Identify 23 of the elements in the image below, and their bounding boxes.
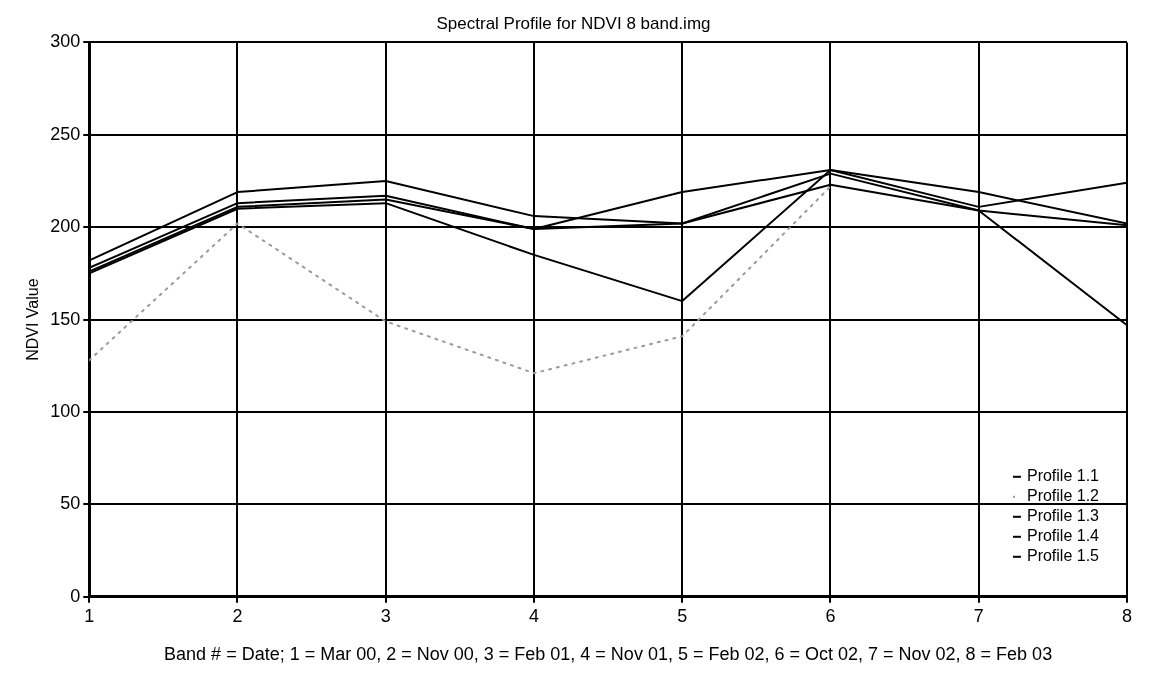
legend-label: Profile 1.4 [1026,527,1100,545]
x-tick-label: 8 [1121,605,1133,626]
y-tick-label: 100 [50,400,81,421]
legend-label: Profile 1.3 [1026,507,1100,525]
legend-label: Profile 1.5 [1026,547,1100,565]
y-tick-label: 0 [70,585,81,606]
x-tick-label: 7 [973,605,984,626]
x-tick-label: 4 [528,605,539,626]
x-tick-label: 5 [677,605,688,626]
y-tick-label: 250 [50,123,81,144]
y-tick-label: 150 [50,308,81,329]
x-axis-title: Band # = Date; 1 = Mar 00, 2 = Nov 00, 3 = Feb 01, 4 = Nov 01, 5 = Feb 02, 6 = Oct 02, 7 = Nov 02, 8 = Feb 03 [164,644,1053,665]
y-tick-label: 200 [50,216,81,237]
y-axis-title: NDVI Value [24,278,42,361]
x-tick-label: 1 [84,605,95,626]
y-tick-label: 300 [50,31,81,52]
x-tick-label: 3 [380,605,391,626]
y-tick-label: 50 [60,493,81,514]
x-tick-label: 6 [825,605,836,626]
chart-title: Spectral Profile for NDVI 8 band.img [436,13,711,33]
legend-label: Profile 1.2 [1026,487,1100,505]
legend-label: Profile 1.1 [1026,467,1100,485]
x-tick-label: 2 [232,605,243,626]
